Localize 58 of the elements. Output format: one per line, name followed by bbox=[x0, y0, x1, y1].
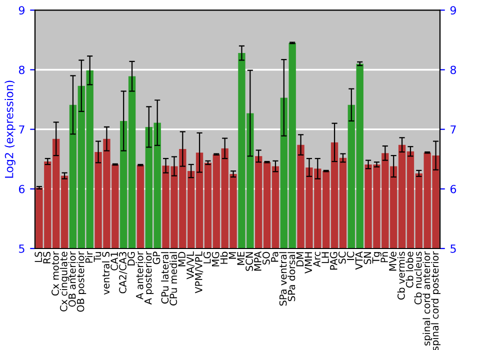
x-tick-label: SCN bbox=[246, 252, 253, 271]
x-tick-label: VMH bbox=[304, 252, 312, 274]
x-tick-label: CA1 bbox=[110, 252, 118, 270]
x-tick-label: Pir bbox=[85, 251, 93, 263]
x-tick-label: MD bbox=[178, 252, 186, 266]
x-tick-label: SN bbox=[364, 252, 372, 264]
x-tick-label: GP bbox=[152, 252, 160, 264]
x-tick-label: SPa ventral bbox=[279, 252, 287, 306]
x-tick-label: A anterior bbox=[136, 251, 144, 300]
x-tick-label: VPM/VPL bbox=[195, 251, 204, 294]
y-tick-label: 7 bbox=[19, 125, 24, 134]
x-tick-label: Cx motor bbox=[52, 251, 59, 296]
x-tick-label: SC bbox=[338, 252, 346, 264]
y2-tick-label: 6 bbox=[450, 184, 456, 194]
x-tick-label: Arc bbox=[313, 252, 320, 267]
x-tick-label: ventral S bbox=[102, 252, 110, 295]
x-tick-label: MVe bbox=[389, 252, 396, 271]
y2-tick-label: 5 bbox=[450, 244, 456, 253]
x-tick-label: Pa bbox=[271, 252, 278, 262]
x-tick-label: VA/VL bbox=[186, 251, 195, 280]
y-tick-label: 8 bbox=[18, 66, 25, 74]
x-tick-label: MPA bbox=[254, 251, 262, 271]
x-tick-label: Hb bbox=[220, 252, 228, 264]
x-tick-label: OB posterior bbox=[76, 251, 86, 312]
x-tick-label: ME bbox=[237, 252, 244, 265]
x-tick-label: IC bbox=[346, 252, 354, 260]
x-tick-label: Cb nucleus bbox=[414, 252, 422, 304]
x-tick-label: LG bbox=[203, 252, 211, 264]
y2-tick-label: 9 bbox=[450, 6, 456, 15]
y2-tick-label: 7 bbox=[450, 125, 456, 134]
x-tick-label: RS bbox=[43, 252, 50, 264]
x-tick-label: VTA bbox=[355, 251, 363, 270]
x-tick-label: SO bbox=[262, 252, 270, 264]
y-tick-label: 9 bbox=[18, 6, 24, 15]
y-tick-label: 6 bbox=[18, 184, 25, 194]
y-tick-label: 5 bbox=[19, 244, 24, 253]
x-tick-label: Cb vermis bbox=[397, 252, 405, 300]
x-tick-label: CPu lateral bbox=[161, 252, 169, 304]
y-axis-title: Log2 (expression) bbox=[4, 80, 16, 178]
x-tick-label: M bbox=[228, 252, 236, 259]
x-tick-label: OB anterior bbox=[68, 251, 76, 307]
x-tick-label: Pn bbox=[380, 252, 388, 262]
x-tick-label: Cx cingulate bbox=[60, 252, 70, 312]
x-tick-label: CPu medial bbox=[170, 252, 178, 306]
x-tick-label: Tu bbox=[94, 252, 102, 262]
x-tick-label: PAG bbox=[330, 252, 338, 270]
x-tick-label: LS bbox=[34, 252, 42, 262]
x-tick-label: LH bbox=[322, 252, 329, 264]
x-tick-label: A posterior bbox=[144, 251, 154, 305]
x-tick-label: Cb lobe bbox=[406, 252, 414, 288]
x-tick-label: SPa dorsal bbox=[288, 252, 296, 302]
x-tick-label: DG bbox=[128, 252, 135, 266]
x-tick-label: DM bbox=[296, 252, 304, 266]
y2-tick-label: 8 bbox=[450, 66, 456, 74]
x-tick-label: MG bbox=[212, 252, 220, 266]
x-tick-label: CA2/CA3 bbox=[119, 252, 128, 294]
x-tick-label: Tg bbox=[372, 252, 382, 264]
x-tick-label: spinal cord anterior bbox=[422, 251, 432, 346]
